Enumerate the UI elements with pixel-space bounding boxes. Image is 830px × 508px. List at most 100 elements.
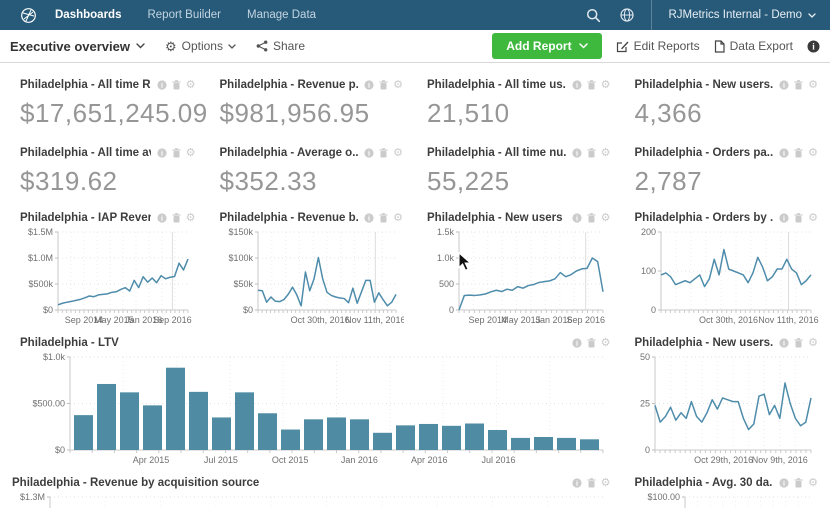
metric-card: Philadelphia - Revenue p... i ⚙ $981,956.9… bbox=[208, 69, 416, 137]
report-info-icon[interactable]: i bbox=[572, 213, 582, 223]
orders-by-day-chart[interactable]: 200 100 0 Oct 30th, 2016 Nov 11th, 2016 bbox=[635, 226, 818, 327]
report-trash-icon[interactable] bbox=[587, 478, 596, 488]
report-info-icon[interactable]: i bbox=[157, 80, 167, 90]
svg-text:Oct 2015: Oct 2015 bbox=[272, 455, 309, 465]
svg-text:i: i bbox=[783, 480, 785, 488]
svg-text:i: i bbox=[783, 150, 785, 158]
report-info-icon[interactable]: i bbox=[572, 80, 582, 90]
report-gear-icon[interactable]: ⚙ bbox=[393, 78, 403, 91]
chart-card: Philadelphia - Avg. 30 da... i ⚙ $100.00 bbox=[623, 467, 830, 508]
edit-reports-button[interactable]: Edit Reports bbox=[616, 39, 700, 53]
report-gear-icon[interactable]: ⚙ bbox=[600, 78, 611, 91]
options-button[interactable]: ⚙ Options bbox=[165, 39, 236, 53]
svg-text:$150k: $150k bbox=[228, 227, 253, 237]
report-trash-icon[interactable] bbox=[587, 80, 596, 90]
report-trash-icon[interactable] bbox=[794, 80, 803, 90]
dashboard-info-icon[interactable]: i bbox=[807, 40, 820, 53]
nav-item-manage-data[interactable]: Manage Data bbox=[246, 9, 317, 21]
svg-text:Sep 2016: Sep 2016 bbox=[153, 315, 192, 325]
report-trash-icon[interactable] bbox=[794, 478, 803, 488]
svg-text:Nov 9th, 2016: Nov 9th, 2016 bbox=[751, 455, 807, 465]
report-info-icon[interactable]: i bbox=[572, 148, 582, 158]
iap-revenue-chart[interactable]: $1.5M $1.0M $500k $0 Sep 2014 May 2015 Jan 201… bbox=[20, 226, 196, 327]
report-title: Philadelphia - Avg. 30 da... bbox=[634, 477, 774, 489]
search-icon[interactable] bbox=[586, 8, 601, 23]
report-gear-icon[interactable]: ⚙ bbox=[600, 211, 611, 224]
new-users-daily-chart[interactable]: 50 25 0 Oct 29th, 2016 Nov 9th, 2016 bbox=[635, 351, 819, 467]
report-gear-icon[interactable]: ⚙ bbox=[185, 78, 196, 91]
svg-text:i: i bbox=[576, 340, 578, 348]
revenue-by-acquisition-chart[interactable]: $1.3M bbox=[12, 491, 611, 508]
nav-item-report-builder[interactable]: Report Builder bbox=[147, 9, 221, 21]
svg-text:0: 0 bbox=[650, 305, 655, 315]
report-gear-icon[interactable]: ⚙ bbox=[808, 146, 818, 159]
report-info-icon[interactable]: i bbox=[779, 478, 789, 488]
report-trash-icon[interactable] bbox=[172, 213, 181, 223]
report-trash-icon[interactable] bbox=[172, 80, 181, 90]
report-gear-icon[interactable]: ⚙ bbox=[600, 146, 611, 159]
dashboard-selector[interactable]: Executive overview bbox=[10, 39, 145, 54]
ltv-chart[interactable]: $1.0k $500.00 $0 Apr 2015 Jul 2015 Oct 2015 Ja… bbox=[20, 351, 611, 467]
report-gear-icon[interactable]: ⚙ bbox=[808, 78, 818, 91]
avg-30-day-chart[interactable]: $100.00 bbox=[635, 491, 819, 508]
add-report-label: Add Report bbox=[506, 39, 572, 53]
report-trash-icon[interactable] bbox=[379, 213, 388, 223]
svg-text:50: 50 bbox=[639, 352, 649, 362]
report-info-icon[interactable]: i bbox=[157, 213, 167, 223]
report-trash-icon[interactable] bbox=[587, 338, 596, 348]
report-trash-icon[interactable] bbox=[794, 338, 803, 348]
svg-text:i: i bbox=[576, 480, 578, 488]
svg-text:500: 500 bbox=[439, 279, 454, 289]
report-info-icon[interactable]: i bbox=[364, 213, 374, 223]
svg-text:May 2015: May 2015 bbox=[94, 315, 134, 325]
report-gear-icon[interactable]: ⚙ bbox=[185, 211, 196, 224]
data-export-button[interactable]: Data Export bbox=[714, 39, 793, 53]
report-info-icon[interactable]: i bbox=[364, 80, 374, 90]
svg-text:i: i bbox=[576, 215, 578, 223]
svg-text:Sep 2014: Sep 2014 bbox=[65, 315, 104, 325]
metric-value: 55,225 bbox=[427, 166, 510, 196]
report-gear-icon[interactable]: ⚙ bbox=[393, 211, 403, 224]
revenue-by-day-chart[interactable]: $150k $100k $50k $0 Oct 30th, 2016 Nov 11th, … bbox=[220, 226, 405, 327]
report-title: Philadelphia - All time nu... bbox=[427, 147, 566, 159]
nav-item-dashboards[interactable]: Dashboards bbox=[55, 9, 122, 21]
report-gear-icon[interactable]: ⚙ bbox=[600, 336, 611, 349]
report-info-icon[interactable]: i bbox=[779, 213, 789, 223]
report-info-icon[interactable]: i bbox=[572, 338, 582, 348]
report-info-icon[interactable]: i bbox=[157, 148, 167, 158]
report-gear-icon[interactable]: ⚙ bbox=[185, 146, 196, 159]
report-info-icon[interactable]: i bbox=[779, 80, 789, 90]
report-gear-icon[interactable]: ⚙ bbox=[808, 336, 818, 349]
report-gear-icon[interactable]: ⚙ bbox=[808, 211, 818, 224]
svg-text:1.0k: 1.0k bbox=[437, 253, 455, 263]
account-menu[interactable]: RJMetrics Internal - Demo bbox=[668, 9, 816, 21]
report-title: Philadelphia - IAP Reven... bbox=[20, 212, 151, 224]
gear-icon: ⚙ bbox=[164, 38, 177, 54]
svg-text:Sep 2014: Sep 2014 bbox=[469, 315, 508, 325]
svg-text:$100k: $100k bbox=[228, 253, 253, 263]
svg-text:200: 200 bbox=[640, 227, 655, 237]
report-gear-icon[interactable]: ⚙ bbox=[600, 476, 611, 489]
report-info-icon[interactable]: i bbox=[572, 478, 582, 488]
share-button[interactable]: Share bbox=[256, 39, 305, 53]
svg-text:Apr 2015: Apr 2015 bbox=[133, 455, 170, 465]
report-gear-icon[interactable]: ⚙ bbox=[808, 476, 818, 489]
report-trash-icon[interactable] bbox=[587, 148, 596, 158]
rjmetrics-logo[interactable] bbox=[20, 7, 37, 24]
report-info-icon[interactable]: i bbox=[364, 148, 374, 158]
report-info-icon[interactable]: i bbox=[779, 148, 789, 158]
svg-text:$0: $0 bbox=[55, 445, 65, 455]
report-info-icon[interactable]: i bbox=[779, 338, 789, 348]
report-gear-icon[interactable]: ⚙ bbox=[393, 146, 403, 159]
globe-icon[interactable] bbox=[619, 7, 635, 23]
report-title: Philadelphia - Average o... bbox=[219, 147, 359, 159]
add-report-button[interactable]: Add Report bbox=[492, 33, 602, 59]
report-trash-icon[interactable] bbox=[794, 213, 803, 223]
report-trash-icon[interactable] bbox=[379, 148, 388, 158]
report-trash-icon[interactable] bbox=[379, 80, 388, 90]
report-trash-icon[interactable] bbox=[172, 148, 181, 158]
new-users-chart[interactable]: 1.5k 1.0k 500 0 Sep 2014 May 2015 Jan 2016 Sep … bbox=[427, 226, 611, 327]
report-trash-icon[interactable] bbox=[794, 148, 803, 158]
svg-text:$0: $0 bbox=[242, 305, 252, 315]
report-trash-icon[interactable] bbox=[587, 213, 596, 223]
